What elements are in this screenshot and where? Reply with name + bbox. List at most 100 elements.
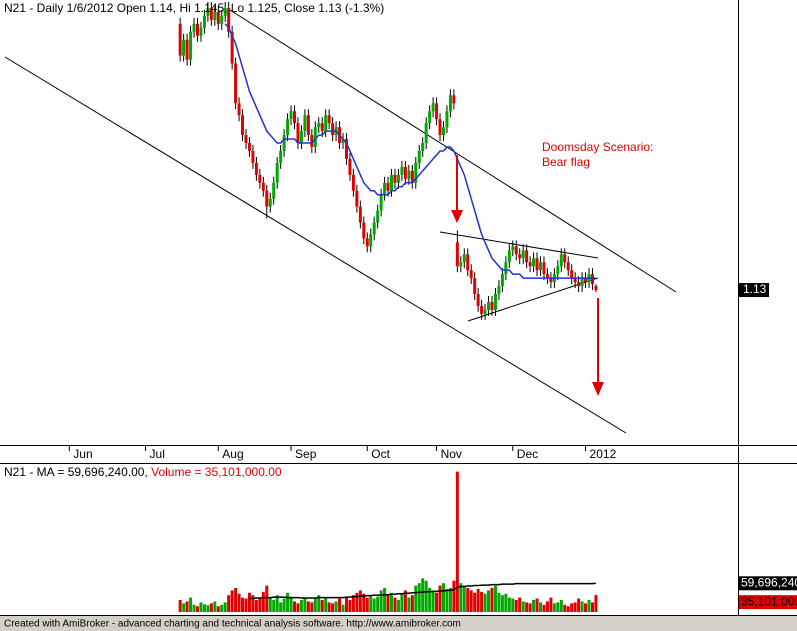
volume-bar bbox=[220, 604, 224, 612]
volume-bar bbox=[341, 604, 345, 612]
volume-bar bbox=[372, 598, 376, 612]
volume-bar bbox=[351, 595, 355, 612]
candle-body bbox=[556, 266, 560, 275]
volume-bar bbox=[497, 592, 501, 612]
annotation: Doomsday Scenario: bbox=[542, 140, 653, 154]
volume-value-title: Volume = 35,101,000.00 bbox=[151, 465, 282, 479]
volume-bar bbox=[570, 603, 574, 612]
volume-bar bbox=[445, 588, 449, 612]
volume-bar bbox=[500, 595, 504, 612]
volume-ma-label-box bbox=[739, 576, 797, 591]
volume-bar bbox=[334, 601, 338, 612]
volume-bar bbox=[403, 590, 407, 612]
candle-body bbox=[286, 119, 290, 136]
volume-bar bbox=[483, 593, 487, 612]
volume-bar bbox=[230, 590, 234, 612]
x-tick-label: Oct bbox=[371, 447, 390, 461]
volume-bar bbox=[344, 597, 348, 612]
candle-body bbox=[303, 115, 307, 132]
candle-body bbox=[202, 15, 206, 28]
x-tick-label: Nov bbox=[441, 447, 462, 461]
candle-body bbox=[414, 162, 418, 183]
candle-body bbox=[327, 115, 331, 124]
candle-body bbox=[396, 174, 400, 183]
candle-body bbox=[511, 246, 515, 251]
volume-label: 35,101,000 bbox=[741, 594, 797, 608]
volume-bar bbox=[286, 592, 290, 612]
candle-body bbox=[324, 115, 328, 132]
candle-body bbox=[306, 115, 310, 136]
x-tick-label: Aug bbox=[222, 447, 243, 461]
volume-bar bbox=[587, 599, 591, 612]
candle-body bbox=[473, 278, 477, 295]
candle-body bbox=[341, 139, 345, 144]
candle-body bbox=[320, 123, 324, 132]
candle-body bbox=[275, 162, 279, 183]
volume-bar bbox=[590, 602, 594, 612]
candle-body bbox=[254, 162, 258, 175]
volume-bar bbox=[258, 597, 262, 612]
volume-bar bbox=[247, 592, 251, 612]
candle-body bbox=[549, 278, 553, 283]
volume-bar bbox=[182, 603, 186, 612]
volume-bar bbox=[268, 597, 272, 612]
volume-bar bbox=[400, 593, 404, 612]
candle-body bbox=[577, 282, 581, 287]
volume-bar bbox=[566, 606, 570, 612]
volume-bar bbox=[234, 587, 238, 612]
volume-bar bbox=[452, 580, 456, 612]
candle-body bbox=[293, 111, 297, 124]
volume-bar bbox=[275, 595, 279, 612]
candle-body bbox=[372, 222, 376, 235]
x-tick-label: Sep bbox=[295, 447, 317, 461]
price-label: 1.13 bbox=[743, 282, 767, 296]
volume-bar bbox=[459, 583, 463, 612]
volume-bar bbox=[545, 601, 549, 612]
candle-body bbox=[441, 127, 445, 136]
candle-body bbox=[365, 238, 369, 247]
flag-lower bbox=[467, 277, 599, 322]
volume-bar bbox=[396, 599, 400, 612]
volume-bar bbox=[306, 601, 310, 612]
volume-bar bbox=[331, 603, 335, 612]
volume-bar bbox=[206, 605, 210, 612]
candle-body bbox=[223, 7, 227, 16]
volume-bar bbox=[227, 595, 231, 612]
volume-bar bbox=[241, 597, 245, 612]
volume-bar bbox=[379, 590, 383, 612]
volume-bar bbox=[462, 585, 466, 612]
x-tick-label: Jun bbox=[73, 447, 92, 461]
volume-bar bbox=[178, 599, 182, 612]
candle-body bbox=[195, 23, 199, 36]
candle-body bbox=[261, 182, 265, 191]
candle-body bbox=[594, 286, 598, 291]
volume-bar bbox=[407, 597, 411, 612]
volume-bar bbox=[466, 587, 470, 612]
candle-body bbox=[452, 95, 456, 104]
volume-bar bbox=[594, 595, 598, 612]
volume-bar bbox=[504, 593, 508, 612]
volume-bar bbox=[296, 603, 300, 612]
volume-bar bbox=[507, 597, 511, 612]
candle-body bbox=[369, 234, 373, 247]
candle-body bbox=[213, 11, 217, 20]
volume-bar bbox=[441, 583, 445, 612]
candle-body bbox=[289, 111, 293, 120]
volume-bar bbox=[417, 583, 421, 612]
candle-body bbox=[355, 190, 359, 207]
x-tick-label: Dec bbox=[517, 447, 538, 461]
candle-body bbox=[476, 294, 480, 306]
volume-bar bbox=[369, 595, 373, 612]
volume-moving-average bbox=[249, 582, 597, 600]
candle-body bbox=[563, 254, 567, 263]
volume-bar bbox=[289, 596, 293, 612]
moving-average bbox=[224, 23, 596, 279]
volume-bar bbox=[390, 592, 394, 612]
volume-bar bbox=[577, 598, 581, 612]
candle-body bbox=[542, 262, 546, 275]
candle-body bbox=[504, 262, 508, 275]
candle-body bbox=[570, 270, 574, 279]
volume-bar bbox=[549, 597, 553, 612]
price-label-box bbox=[739, 283, 769, 298]
